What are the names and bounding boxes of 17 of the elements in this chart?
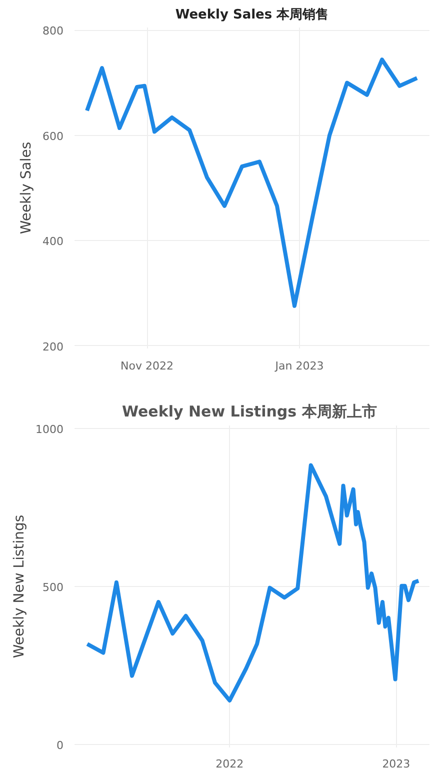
y-tick-label: 200: [42, 340, 64, 354]
y-axis-title: Weekly New Listings: [12, 514, 28, 658]
line-series: [85, 463, 421, 702]
y-tick-label: 600: [42, 130, 64, 143]
y-tick-label: 500: [42, 581, 64, 594]
y-tick-label: 400: [42, 235, 64, 248]
chart-title: Weekly Sales 本周销售: [175, 8, 329, 22]
line-series: [85, 58, 419, 308]
x-tick-label: 2022: [216, 758, 244, 770]
x-tick-label: 2023: [382, 758, 410, 770]
y-tick-label: 800: [42, 24, 64, 38]
x-tick-label: Jan 2023: [274, 360, 324, 372]
y-axis-title: Weekly Sales: [18, 142, 35, 234]
y-tick-label: 0: [56, 738, 64, 752]
y-tick-label: 1000: [36, 423, 64, 436]
chart-title: Weekly New Listings 本周新上市: [122, 402, 377, 420]
x-tick-label: Nov 2022: [120, 360, 174, 372]
